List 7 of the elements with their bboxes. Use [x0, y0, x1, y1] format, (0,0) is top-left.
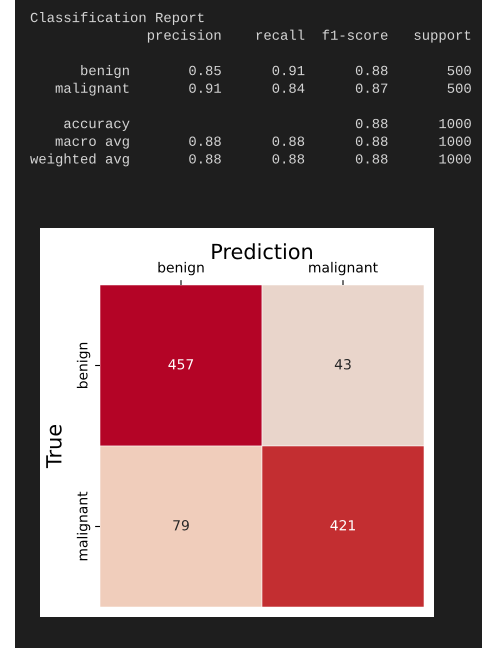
data-label: 79 — [173, 520, 189, 531]
data-label: 43 — [334, 359, 351, 370]
data-label: 421 — [330, 520, 355, 530]
text: Classification Report precision recall f1-score support benign 0.85 0.91 0.88 500 malignant 0.91 0.84 0.87 500 accuracy 0.88 1000 macro avg 0.88 0.88 0.88 1000 weighted avg 0.88 0.88 0.88 1000 — [30, 12, 471, 166]
y-axis-title: True — [46, 424, 62, 468]
x-axis-title: Prediction — [212, 243, 312, 260]
data-label: 457 — [168, 359, 194, 370]
